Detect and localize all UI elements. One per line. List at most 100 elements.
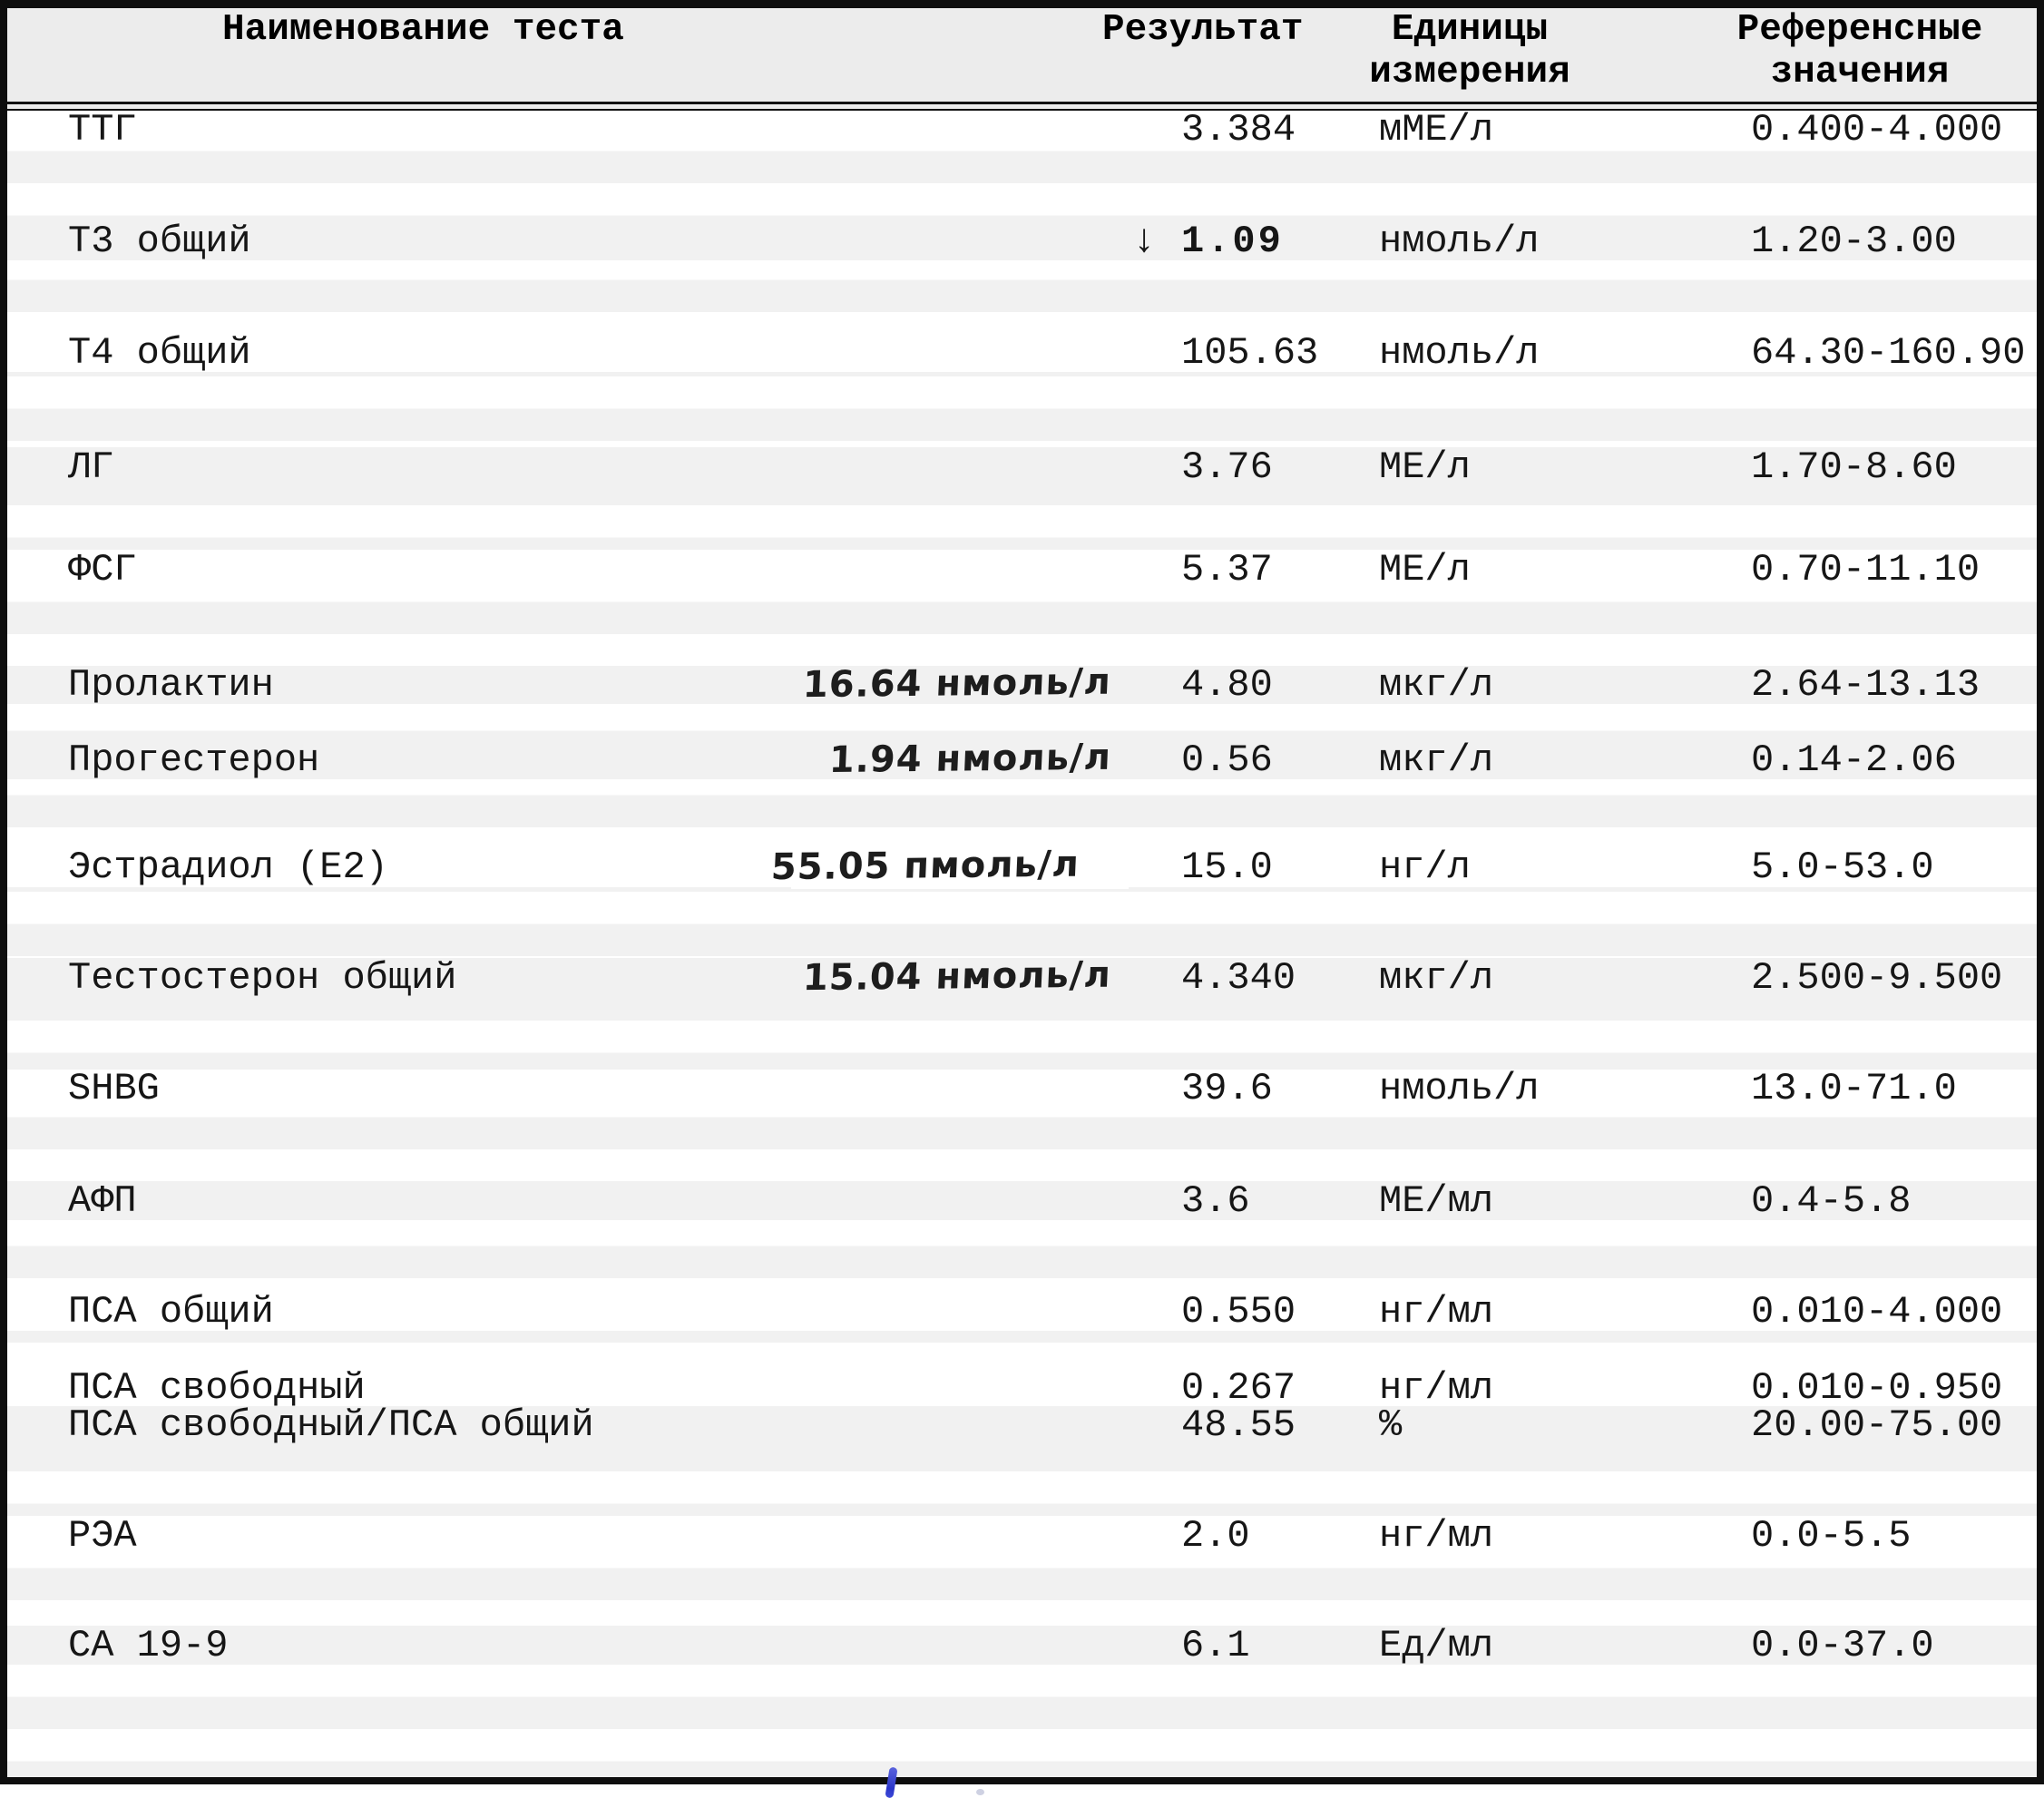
test-name: Прогестерон xyxy=(68,738,320,782)
result-value: 3.384 xyxy=(1181,108,1296,151)
reference-range: 20.00-75.00 xyxy=(1751,1403,2003,1447)
test-name: Пролактин xyxy=(68,663,274,707)
result-value: 105.63 xyxy=(1181,330,1319,375)
handwritten-annotation: 1.94 нмоль/л xyxy=(828,736,1113,782)
table-row-prolactin: Пролактин 16.64 нмоль/л 4.80 мкг/л 2.64-… xyxy=(7,661,2037,707)
table-row-psa-total: ПСА общий 0.550 нг/мл 0.010-4.000 xyxy=(7,1293,2037,1331)
test-name: ПСА свободный/ПСА общий xyxy=(68,1403,594,1447)
result-value: 0.56 xyxy=(1181,738,1273,782)
test-name: ПСА общий xyxy=(68,1290,274,1334)
reference-range: 0.010-0.950 xyxy=(1751,1366,2003,1410)
table-row-ca19-9: СА 19-9 6.1 Ед/мл 0.0-37.0 xyxy=(7,1626,2037,1665)
table-row-psa-free: ПСА свободный 0.267 нг/мл 0.010-0.950 xyxy=(7,1366,2037,1410)
header-separator-thin-line xyxy=(7,102,2037,104)
units-value: нг/л xyxy=(1379,845,1471,889)
reference-range: 0.0-37.0 xyxy=(1751,1623,1934,1667)
table-row-psa-ratio: ПСА свободный/ПСА общий 48.55 % 20.00-75… xyxy=(7,1406,2037,1444)
reference-range: 1.20-3.00 xyxy=(1751,220,1957,263)
result-value: 1.09 xyxy=(1181,220,1284,263)
reference-range: 2.500-9.500 xyxy=(1751,956,2003,1000)
result-value: 3.76 xyxy=(1181,445,1273,489)
units-value: МЕ/л xyxy=(1379,548,1471,591)
test-name: Эстрадиол (Е2) xyxy=(68,845,388,889)
table-header-row xyxy=(7,8,2037,102)
result-value: 4.340 xyxy=(1181,956,1296,1000)
units-value: мкг/л xyxy=(1379,663,1494,707)
table-row-estradiol: Эстрадиол (Е2) 55.05 пмоль/л 15.0 нг/л 5… xyxy=(7,843,2037,889)
units-value: мкг/л xyxy=(1379,956,1494,1000)
test-name: Т4 общий xyxy=(68,330,251,375)
column-header-reference-line2: значения xyxy=(1770,52,1950,93)
reference-range: 0.4-5.8 xyxy=(1751,1178,1912,1223)
column-header-units-line2: измерения xyxy=(1369,52,1570,93)
reference-range: 0.0-5.5 xyxy=(1751,1513,1912,1558)
zebra-stripes xyxy=(7,119,2037,1778)
table-row-ttg: ТТГ 3.384 мМЕ/л 0.400-4.000 xyxy=(7,111,2037,149)
result-value: 48.55 xyxy=(1181,1403,1296,1447)
units-value: нг/мл xyxy=(1379,1290,1494,1334)
table-row-lg: ЛГ 3.76 МЕ/л 1.70-8.60 xyxy=(7,447,2037,487)
result-value: 5.37 xyxy=(1181,548,1273,591)
test-name: СА 19-9 xyxy=(68,1623,229,1667)
units-value: МЕ/мл xyxy=(1379,1178,1494,1223)
result-value: 2.0 xyxy=(1181,1513,1250,1558)
units-value: мкг/л xyxy=(1379,738,1494,782)
handwritten-annotation: 55.05 пмоль/л xyxy=(770,843,1081,889)
table-row-t4: Т4 общий 105.63 нмоль/л 64.30-160.90 xyxy=(7,333,2037,372)
units-value: % xyxy=(1379,1403,1403,1447)
result-value: 0.550 xyxy=(1181,1290,1296,1334)
column-header-reference-line1: Референсные xyxy=(1736,9,1983,51)
result-value: 6.1 xyxy=(1181,1623,1250,1667)
column-header-test-name: Наименование теста xyxy=(222,9,624,51)
units-value: нмоль/л xyxy=(1379,330,1540,375)
low-value-arrow-icon: ↓ xyxy=(1132,219,1157,264)
table-row-testosterone: Тестостерон общий 15.04 нмоль/л 4.340 мк… xyxy=(7,953,2037,1000)
test-name: ЛГ xyxy=(68,445,114,489)
reference-range: 0.14-2.06 xyxy=(1751,738,1957,782)
reference-range: 13.0-71.0 xyxy=(1751,1067,1957,1110)
column-header-result: Результат xyxy=(1102,9,1304,51)
column-header-reference: Референсные значения xyxy=(1724,9,1996,94)
test-name: ПСА свободный xyxy=(68,1366,366,1410)
table-border-bottom xyxy=(0,1777,2044,1784)
result-value: 39.6 xyxy=(1181,1067,1273,1110)
reference-range: 0.70-11.10 xyxy=(1751,548,1980,591)
table-row-shbg: SHBG 39.6 нмоль/л 13.0-71.0 xyxy=(7,1070,2037,1108)
test-name: Тестостерон общий xyxy=(68,956,457,1000)
reference-range: 1.70-8.60 xyxy=(1751,445,1957,489)
result-value: 3.6 xyxy=(1181,1178,1250,1223)
table-row-t3: Т3 общий ↓ 1.09 нмоль/л 1.20-3.00 xyxy=(7,219,2037,264)
units-value: нг/мл xyxy=(1379,1513,1494,1558)
reference-range: 5.0-53.0 xyxy=(1751,845,1934,889)
reference-range: 64.30-160.90 xyxy=(1751,330,2026,375)
reference-range: 0.400-4.000 xyxy=(1751,108,2003,151)
test-name: ФСГ xyxy=(68,548,137,591)
test-name: ТТГ xyxy=(68,108,137,151)
table-row-progesterone: Прогестерон 1.94 нмоль/л 0.56 мкг/л 0.14… xyxy=(7,736,2037,782)
units-value: МЕ/л xyxy=(1379,445,1471,489)
test-name: АФП xyxy=(68,1178,137,1223)
column-header-units-line1: Единицы xyxy=(1391,9,1549,51)
units-value: нг/мл xyxy=(1379,1366,1494,1410)
units-value: мМЕ/л xyxy=(1379,108,1494,151)
table-border-right xyxy=(2037,0,2044,1784)
table-row-rea: РЭА 2.0 нг/мл 0.0-5.5 xyxy=(7,1516,2037,1555)
table-row-fsg: ФСГ 5.37 МЕ/л 0.70-11.10 xyxy=(7,550,2037,590)
header-separator-gap xyxy=(7,104,2037,109)
reference-range: 0.010-4.000 xyxy=(1751,1290,2003,1334)
units-value: Ед/мл xyxy=(1379,1623,1494,1667)
result-value: 15.0 xyxy=(1181,845,1273,889)
result-value: 4.80 xyxy=(1181,663,1273,707)
test-name: РЭА xyxy=(68,1513,137,1558)
table-border-left xyxy=(0,0,7,1784)
result-value: 0.267 xyxy=(1181,1366,1296,1410)
handwritten-annotation: 15.04 нмоль/л xyxy=(802,953,1113,1000)
pen-smudge xyxy=(976,1789,984,1795)
units-value: нмоль/л xyxy=(1379,1067,1540,1110)
reference-range: 2.64-13.13 xyxy=(1751,663,1980,707)
test-name: Т3 общий xyxy=(68,220,251,263)
units-value: нмоль/л xyxy=(1379,220,1540,263)
table-row-afp: АФП 3.6 МЕ/мл 0.4-5.8 xyxy=(7,1181,2037,1220)
test-name: SHBG xyxy=(68,1067,160,1110)
